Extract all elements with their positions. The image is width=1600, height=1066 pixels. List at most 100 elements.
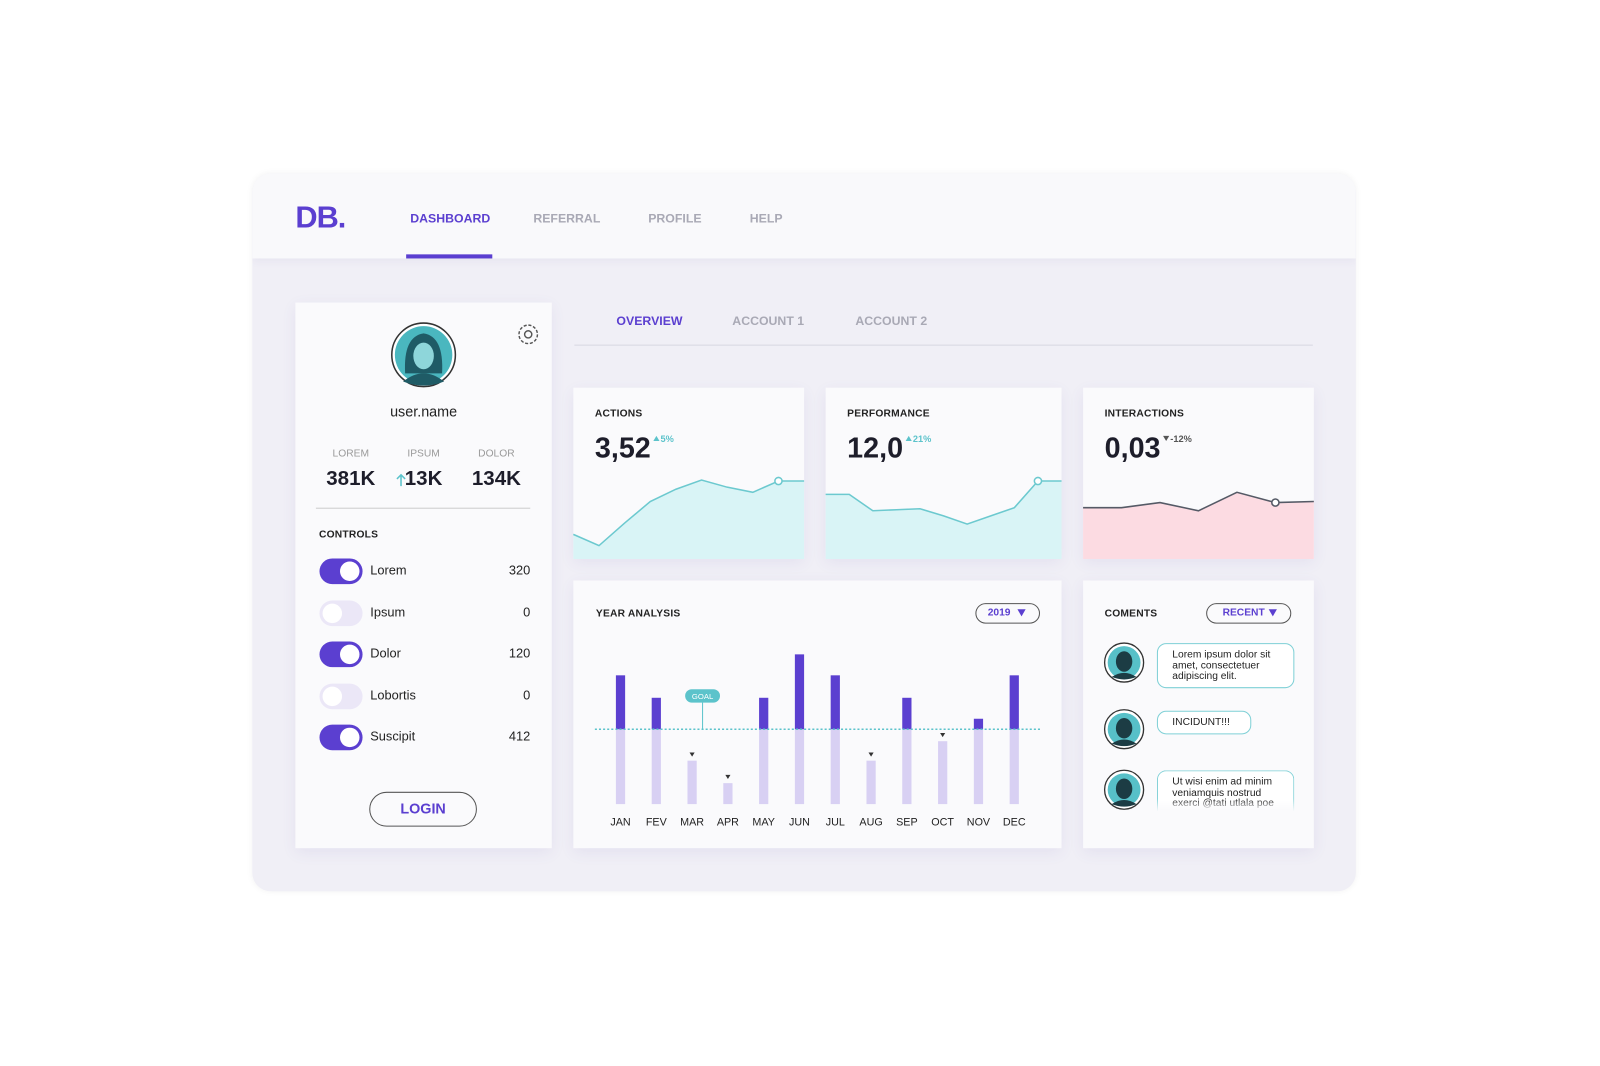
bar-chart: JAN FEV MAR APR MAY JUN JUL AUG SEP OCT NOV DEC GOAL <box>594 654 1040 829</box>
logo: DB. <box>295 201 346 235</box>
tab[interactable]: OVERVIEW <box>616 313 683 329</box>
avatar-body <box>1111 739 1137 747</box>
gear-outer <box>518 324 539 345</box>
x-tick-label: OCT <box>931 817 954 829</box>
x-tick-label: FEV <box>646 817 668 829</box>
nav-item[interactable]: HELP <box>749 211 783 226</box>
avatar-head <box>1115 717 1133 739</box>
below-goal-marker <box>689 752 695 757</box>
x-tick-label: JUN <box>789 817 810 829</box>
stat-value: 134K <box>471 467 521 491</box>
triangle <box>653 435 660 442</box>
kpi-title: ACTIONS <box>594 408 643 420</box>
comments-title: COMENTS <box>1104 608 1158 620</box>
avatar-body <box>403 373 445 386</box>
bar-above-goal <box>902 697 912 730</box>
bar-below-goal <box>759 729 769 805</box>
comment-bubble: Ut wisi enim ad minim veniamquis nostrud… <box>1156 770 1295 812</box>
stat-label: LOREM <box>332 448 370 460</box>
x-tick-label: SEP <box>896 817 918 829</box>
control-label: Ipsum <box>370 604 406 619</box>
below-goal-marker <box>868 752 874 757</box>
control-value: 412 <box>508 729 531 744</box>
stats-divider <box>315 507 531 509</box>
bar-above-goal <box>830 675 840 730</box>
bar-above-goal <box>973 718 984 730</box>
bar-below-goal <box>902 729 912 805</box>
stat-value: 381K <box>326 467 376 491</box>
avatar-face <box>413 342 434 370</box>
kpi-title: INTERACTIONS <box>1104 408 1185 420</box>
toggle[interactable] <box>319 558 363 585</box>
comment-bubble: INCIDUNT!!! <box>1156 710 1252 735</box>
control-label: Lorem <box>370 563 407 578</box>
settings-gear[interactable] <box>516 322 541 347</box>
bar-below-goal <box>973 729 984 805</box>
toggle-knob <box>322 603 343 623</box>
avatar-body <box>1111 672 1137 680</box>
sparkline-area <box>825 481 1062 559</box>
year-dropdown[interactable]: 2019 <box>975 603 1040 624</box>
x-tick-label: DEC <box>1003 817 1026 829</box>
avatar <box>391 322 457 388</box>
goal-badge <box>685 689 720 703</box>
x-tick-label: JUL <box>826 817 845 829</box>
goal-label: GOAL <box>692 692 714 701</box>
stat-label: IPSUM <box>407 448 440 460</box>
kpi-change: 5% <box>660 433 674 445</box>
bar-above-goal <box>1009 675 1019 730</box>
sparkline <box>825 476 1062 559</box>
kpi-trend-icon <box>905 435 912 442</box>
comment-avatar <box>1103 709 1145 750</box>
x-tick-label: MAY <box>752 817 775 829</box>
bar-above-goal <box>615 675 626 730</box>
bar-below-goal <box>1009 729 1019 805</box>
sparkline-area <box>1083 492 1314 559</box>
toggle[interactable] <box>319 683 363 710</box>
comment-avatar <box>1103 769 1145 810</box>
tab[interactable]: ACCOUNT 2 <box>855 313 928 329</box>
kpi-value: 12,0 <box>847 431 904 464</box>
control-label: Lobortis <box>370 687 416 703</box>
chart-title: YEAR ANALYSIS <box>595 608 681 620</box>
nav-item[interactable]: DASHBOARD <box>410 211 491 226</box>
toggle-knob <box>339 644 360 665</box>
bar-below-goal <box>866 760 876 805</box>
sparkline <box>1083 491 1314 559</box>
kpi-trend-icon <box>1163 435 1170 442</box>
control-value: 120 <box>508 646 531 661</box>
x-tick-label: JAN <box>610 817 630 829</box>
x-tick-label: MAR <box>680 817 704 829</box>
tabs-divider <box>574 344 1313 346</box>
triangle <box>1017 609 1026 617</box>
nav-active-underline <box>406 254 493 259</box>
trend-up-arrow <box>396 473 406 487</box>
bar-above-goal <box>651 697 661 730</box>
login-button[interactable]: LOGIN <box>369 791 477 827</box>
arrow <box>396 473 406 487</box>
nav-item[interactable]: REFERRAL <box>533 211 601 226</box>
kpi-change: -12% <box>1170 433 1192 445</box>
nav-item[interactable]: PROFILE <box>648 211 702 226</box>
bar-below-goal <box>651 729 661 805</box>
kpi-change: 21% <box>912 433 932 445</box>
bar-below-goal <box>723 783 733 805</box>
recent-dropdown[interactable]: RECENT <box>1206 603 1292 624</box>
bar-above-goal <box>759 697 769 730</box>
gear-inner <box>523 330 533 339</box>
toggle[interactable] <box>319 641 363 668</box>
toggle[interactable] <box>319 599 363 626</box>
toggle-knob <box>322 686 343 706</box>
controls-title: CONTROLS <box>318 529 379 541</box>
sparkline-marker <box>1033 476 1043 486</box>
toggle-knob <box>339 561 360 582</box>
toggle[interactable] <box>319 724 363 751</box>
sparkline-line <box>573 479 805 547</box>
bar-below-goal <box>615 729 626 805</box>
kpi-value: 3,52 <box>594 431 651 464</box>
top-bar <box>252 173 1356 259</box>
bar-below-goal <box>687 760 697 805</box>
tab[interactable]: ACCOUNT 1 <box>732 313 805 329</box>
x-tick-label: APR <box>717 817 739 829</box>
